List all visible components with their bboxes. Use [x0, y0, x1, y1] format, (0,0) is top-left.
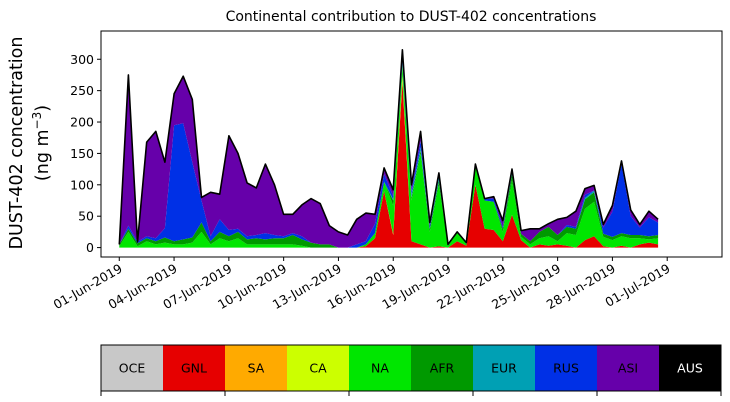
legend-swatch-sa: [225, 345, 288, 391]
y-tick-label: 50: [78, 209, 94, 224]
legend-colorbar: OCE GNL SA CA NA AFR EUR RUS ASI AUS: [100, 344, 722, 396]
y-unit-prefix: (ng m: [33, 129, 53, 181]
y-tick-label: 100: [70, 177, 94, 192]
y-tick-label: 250: [70, 83, 94, 98]
legend-label-aus: AUS: [677, 361, 703, 376]
y-tick-label: 300: [70, 52, 94, 67]
area-na: [119, 67, 659, 248]
y-axis: 0 50 100 150 200 250 300: [70, 52, 101, 255]
y-unit-superscript: −3: [30, 112, 44, 130]
total-line: [118, 49, 659, 246]
legend-label-afr: AFR: [430, 361, 455, 376]
plot-areas: [119, 49, 659, 248]
legend-label-rus: RUS: [553, 361, 579, 376]
area-rus: [119, 56, 659, 248]
legend-swatch-eur: [473, 345, 536, 391]
y-axis-unit: (ng m−3): [30, 105, 53, 181]
legend-frame: [100, 344, 722, 392]
x-axis: 01-Jun-201904-Jun-201907-Jun-201910-Jun-…: [51, 257, 673, 312]
legend-swatch-asi: [597, 345, 660, 391]
legend-swatch-afr: [411, 345, 474, 391]
y-tick-label: 150: [70, 146, 94, 161]
area-gnl: [119, 81, 659, 248]
legend-label-ca: CA: [309, 361, 327, 376]
area-asi: [119, 49, 659, 248]
legend-swatch-gnl: [163, 345, 226, 391]
legend-label-oce: OCE: [119, 361, 146, 376]
legend-swatch-aus: [659, 345, 722, 391]
legend-label-asi: ASI: [618, 361, 638, 376]
y-unit-suffix: ): [33, 105, 53, 112]
legend-label-eur: EUR: [491, 361, 517, 376]
legend-label-gnl: GNL: [181, 361, 207, 376]
y-axis-label: DUST-402 concentration: [7, 37, 27, 250]
legend-swatch-ca: [287, 345, 350, 391]
legend-swatch-rus: [535, 345, 598, 391]
legend-swatch-oce: [101, 345, 164, 391]
plot-frame: [100, 30, 723, 258]
y-tick-label: 200: [70, 115, 94, 130]
y-tick-label: 0: [86, 240, 94, 255]
total-outline: [118, 49, 659, 246]
chart-title: Continental contribution to DUST-402 con…: [226, 9, 597, 25]
area-ca: [119, 74, 659, 248]
legend-label-na: NA: [371, 361, 389, 376]
legend-swatch-na: [349, 345, 412, 391]
legend-label-sa: SA: [248, 361, 265, 376]
